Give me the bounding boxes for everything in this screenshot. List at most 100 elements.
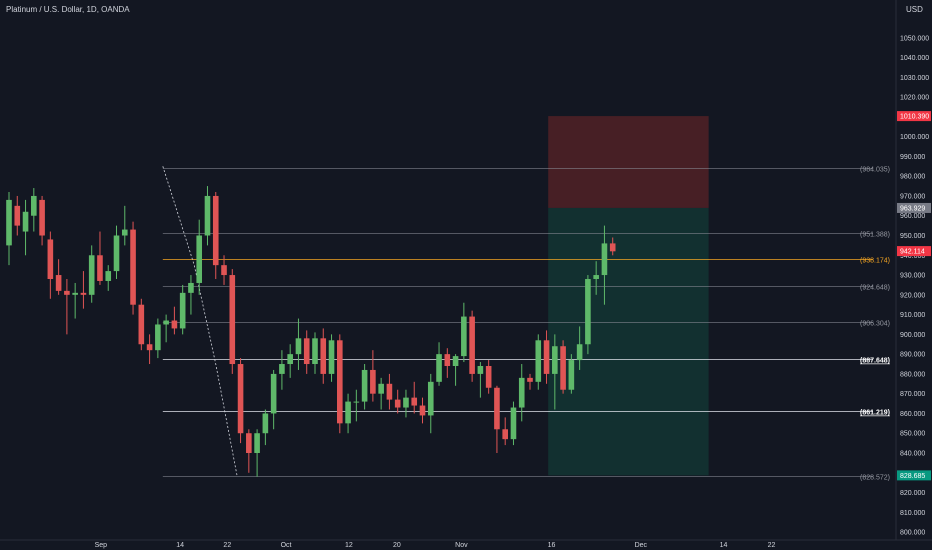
candle-body <box>39 199 45 236</box>
y-tick-label: 980.000 <box>900 174 925 181</box>
y-tick-label: 960.000 <box>900 213 925 220</box>
y-tick-label: 1020.000 <box>900 95 929 102</box>
y-tick-label: 850.000 <box>900 431 925 438</box>
candle-body <box>303 338 310 365</box>
price-tag <box>897 111 931 122</box>
y-tick-label: 860.000 <box>900 411 925 418</box>
candle-body <box>55 275 62 291</box>
y-tick-label: 840.000 <box>900 451 925 458</box>
candle-body <box>552 346 558 374</box>
price-tag <box>897 202 931 213</box>
candle-body <box>72 292 78 295</box>
candle-body <box>204 195 211 236</box>
candle-body <box>609 243 616 252</box>
y-tick-label: 1000.000 <box>900 134 929 141</box>
y-tick-label: 870.000 <box>900 391 925 398</box>
candle-body <box>121 229 128 236</box>
candle-body <box>535 340 542 382</box>
candle-body <box>279 364 285 374</box>
candle-body <box>270 373 277 414</box>
candle-body <box>80 292 87 295</box>
candle-body <box>188 282 194 293</box>
candle-body <box>461 316 467 357</box>
y-tick-label: 1030.000 <box>900 75 929 82</box>
candle-body <box>601 243 608 276</box>
price-tag <box>897 246 931 257</box>
y-tick-label: 900.000 <box>900 332 925 339</box>
level-label: (887.648) <box>860 358 890 365</box>
y-tick-label: 970.000 <box>900 193 925 200</box>
level-label: (828.572) <box>860 475 890 482</box>
candle-body <box>31 195 37 216</box>
chart-title: Platinum / U.S. Dollar, 1D, OANDA <box>6 5 130 14</box>
candle-body <box>138 304 145 345</box>
price-tag-label: 942.114 <box>900 249 925 256</box>
x-tick-label: 14 <box>720 542 728 549</box>
y-tick-label: 930.000 <box>900 273 925 280</box>
candle-body <box>361 369 368 402</box>
candle-body <box>543 340 550 374</box>
candle-body <box>403 397 409 408</box>
candle-body <box>196 235 203 283</box>
take-profit-zone <box>548 207 709 476</box>
x-tick-label: 12 <box>345 542 353 549</box>
y-tick-label: 1040.000 <box>900 55 929 62</box>
candle-body <box>585 279 591 345</box>
candle-body <box>113 235 120 272</box>
level-label: (984.035) <box>860 167 890 174</box>
candle-body <box>88 255 95 295</box>
candle-body <box>568 360 575 390</box>
candle-body <box>345 401 351 424</box>
candle-body <box>593 275 599 279</box>
candle-body <box>560 346 566 390</box>
level-label: (938.174) <box>860 258 890 265</box>
candle-body <box>163 320 169 325</box>
candle-body <box>14 205 21 226</box>
candle-body <box>130 229 136 305</box>
candle-body <box>155 324 161 351</box>
candle-body <box>22 211 29 232</box>
candle-body <box>312 338 318 365</box>
candle-body <box>576 344 583 361</box>
y-tick-label: 1050.000 <box>900 35 929 42</box>
level-label: (861.219) <box>860 410 890 417</box>
candle-body <box>510 407 517 440</box>
y-tick-label: 920.000 <box>900 292 925 299</box>
candle-body <box>6 199 12 246</box>
x-tick-label: Dec <box>635 542 648 549</box>
price-tag-label: 963.929 <box>900 205 925 212</box>
candle-body <box>337 340 343 424</box>
x-tick-label: Sep <box>95 542 108 549</box>
level-label: (951.388) <box>860 232 890 239</box>
y-tick-label: 890.000 <box>900 352 925 359</box>
candle-body <box>146 344 153 351</box>
candle-body <box>411 397 418 406</box>
candle-body <box>477 366 484 374</box>
x-tick-label: 20 <box>393 542 401 549</box>
candle-body <box>419 405 426 416</box>
candle-body <box>518 377 525 408</box>
x-tick-label: 16 <box>548 542 556 549</box>
candle-body <box>527 377 533 382</box>
y-tick-label: 910.000 <box>900 312 925 319</box>
x-tick-label: Oct <box>281 542 292 549</box>
candle-body <box>394 399 401 408</box>
candle-body <box>47 239 54 279</box>
candle-body <box>287 354 293 365</box>
y-tick-label: 880.000 <box>900 371 925 378</box>
candle-body <box>328 340 335 374</box>
price-tag <box>897 470 931 481</box>
candle-body <box>469 316 475 374</box>
y-tick-label: 810.000 <box>900 510 925 517</box>
stop-loss-zone <box>548 116 709 208</box>
x-tick-label: 14 <box>176 542 184 549</box>
level-label: (924.648) <box>860 285 890 292</box>
candle-body <box>171 320 178 329</box>
y-tick-label: 940.000 <box>900 253 925 260</box>
candle-body <box>64 290 70 295</box>
currency-label: USD <box>906 5 923 14</box>
price-tag-label: 1010.390 <box>900 114 929 121</box>
y-tick-label: 820.000 <box>900 490 925 497</box>
candle-body <box>494 387 500 430</box>
